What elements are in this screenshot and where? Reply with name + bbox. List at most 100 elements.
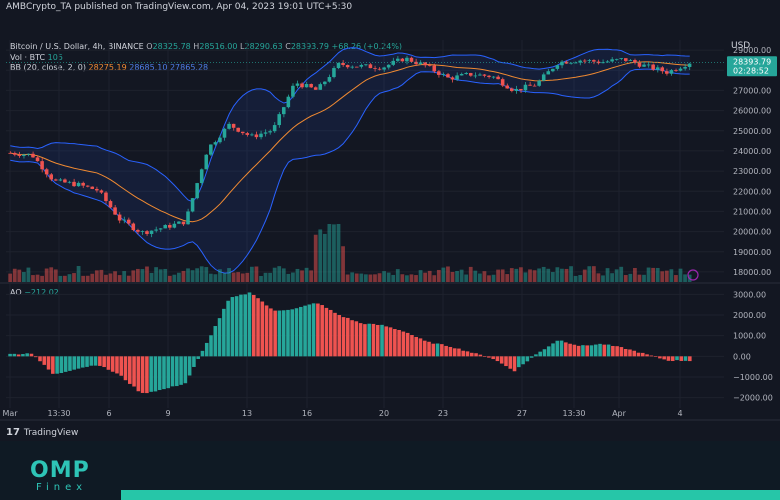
high-label: H bbox=[193, 42, 200, 51]
volume-bar bbox=[382, 271, 386, 282]
ao-bar bbox=[474, 353, 478, 357]
volume-bar bbox=[291, 272, 295, 282]
ao-bar bbox=[670, 356, 675, 362]
volume-bar bbox=[354, 273, 359, 282]
candle-body bbox=[113, 207, 117, 215]
price-tick-label: 24000.00 bbox=[733, 147, 771, 156]
volume-bar bbox=[195, 268, 200, 282]
ao-bar bbox=[653, 356, 658, 357]
price-axis[interactable]: 29000.0028000.0027000.0026000.0025000.00… bbox=[733, 46, 771, 277]
candle-body bbox=[427, 65, 432, 67]
volume-bar bbox=[245, 272, 250, 282]
ao-bar bbox=[260, 301, 265, 357]
chart-canvas[interactable]: 29000.0028000.0027000.0026000.0025000.00… bbox=[0, 0, 780, 441]
ao-bar bbox=[688, 356, 692, 362]
candle-body bbox=[482, 74, 487, 76]
candles bbox=[8, 55, 692, 238]
ao-bar bbox=[499, 356, 504, 364]
ao-bar bbox=[76, 356, 81, 369]
bb-legend: BB (20, close, 2, 0) 28275.19 28685.10 2… bbox=[10, 63, 208, 72]
candle-body bbox=[418, 62, 423, 65]
ao-bar bbox=[465, 351, 470, 357]
volume-bar bbox=[496, 269, 500, 282]
candle-body bbox=[432, 65, 437, 72]
candle-body bbox=[222, 128, 227, 138]
price-tick-label: 23000.00 bbox=[733, 167, 771, 176]
volume-bar bbox=[231, 272, 236, 282]
ao-tick-label: 0.00 bbox=[733, 352, 751, 361]
ao-bar bbox=[619, 347, 624, 357]
volume-bar bbox=[167, 275, 172, 282]
lightning-icon[interactable] bbox=[687, 269, 699, 281]
candle-body bbox=[519, 88, 523, 91]
candle-body bbox=[26, 153, 31, 155]
volume-bar bbox=[40, 275, 44, 282]
volume-bar bbox=[131, 270, 136, 282]
volume-bar bbox=[213, 274, 218, 282]
candle-body bbox=[227, 123, 231, 129]
ao-bar bbox=[256, 298, 260, 357]
candle-body bbox=[532, 85, 537, 87]
ao-bar bbox=[593, 344, 598, 357]
candle-body bbox=[17, 154, 22, 156]
candle-body bbox=[76, 182, 81, 187]
volume-bar bbox=[322, 233, 327, 282]
volume-bar bbox=[254, 266, 259, 282]
candle-body bbox=[304, 84, 309, 88]
candle-body bbox=[473, 75, 478, 77]
volume-bar bbox=[177, 272, 181, 282]
candle-body bbox=[8, 152, 12, 154]
candle-body bbox=[291, 85, 295, 97]
volume-bar bbox=[208, 273, 213, 282]
candle-body bbox=[49, 174, 53, 180]
ao-bar bbox=[89, 356, 94, 366]
ao-bar bbox=[273, 310, 277, 357]
ao-bar bbox=[440, 344, 444, 357]
volume-bar bbox=[432, 275, 437, 282]
volume-bar bbox=[441, 267, 446, 282]
published-line: AMBCrypto_TA published on TradingView.co… bbox=[6, 2, 353, 12]
candle-body bbox=[345, 65, 350, 68]
bb-label: BB (20, close, 2, 0) bbox=[10, 63, 86, 72]
ao-bar bbox=[611, 345, 615, 357]
ao-bar bbox=[277, 310, 282, 357]
volume-bar bbox=[72, 273, 76, 282]
candle-body bbox=[578, 60, 582, 63]
candle-body bbox=[154, 229, 158, 231]
ao-bar bbox=[414, 336, 418, 357]
ao-bar bbox=[63, 356, 68, 372]
bb-upper-value: 28685.10 bbox=[129, 63, 168, 72]
candle-body bbox=[332, 68, 336, 78]
ao-bar bbox=[281, 310, 286, 357]
candle-body bbox=[592, 60, 596, 62]
time-tick-label: 13 bbox=[242, 409, 252, 418]
ao-bar bbox=[380, 324, 384, 357]
ao-bar bbox=[21, 354, 25, 357]
candle-body bbox=[505, 85, 509, 89]
ao-bar bbox=[183, 356, 188, 384]
volume-bar bbox=[395, 269, 400, 282]
time-tick-label: 27 bbox=[517, 409, 527, 418]
volume-bar bbox=[455, 270, 459, 282]
ao-bar bbox=[149, 356, 153, 392]
ao-bar bbox=[85, 356, 89, 367]
candle-body bbox=[31, 153, 35, 158]
low-label: L bbox=[240, 42, 245, 51]
ao-bar bbox=[568, 343, 572, 357]
ao-bar bbox=[25, 353, 29, 357]
volume-bar bbox=[240, 273, 245, 282]
last-price-box bbox=[727, 56, 777, 77]
time-axis[interactable]: Mar 13:30 6 9 13 16 20 23 27 13:30 Apr 4 bbox=[2, 409, 682, 418]
ao-bar bbox=[371, 323, 376, 357]
candle-body bbox=[528, 84, 532, 86]
candle-body bbox=[487, 75, 491, 77]
volume-bar bbox=[450, 271, 455, 282]
ao-bar bbox=[576, 345, 581, 357]
ao-axis[interactable]: 3000.00 2000.00 1000.00 0.00 −1000.00 −2000.0… bbox=[733, 290, 773, 402]
volume-bar bbox=[633, 268, 637, 282]
candle-body bbox=[628, 60, 633, 61]
candle-body bbox=[313, 87, 318, 90]
ao-bar bbox=[157, 356, 162, 391]
ao-bar bbox=[153, 356, 158, 392]
candle-body bbox=[341, 62, 345, 66]
